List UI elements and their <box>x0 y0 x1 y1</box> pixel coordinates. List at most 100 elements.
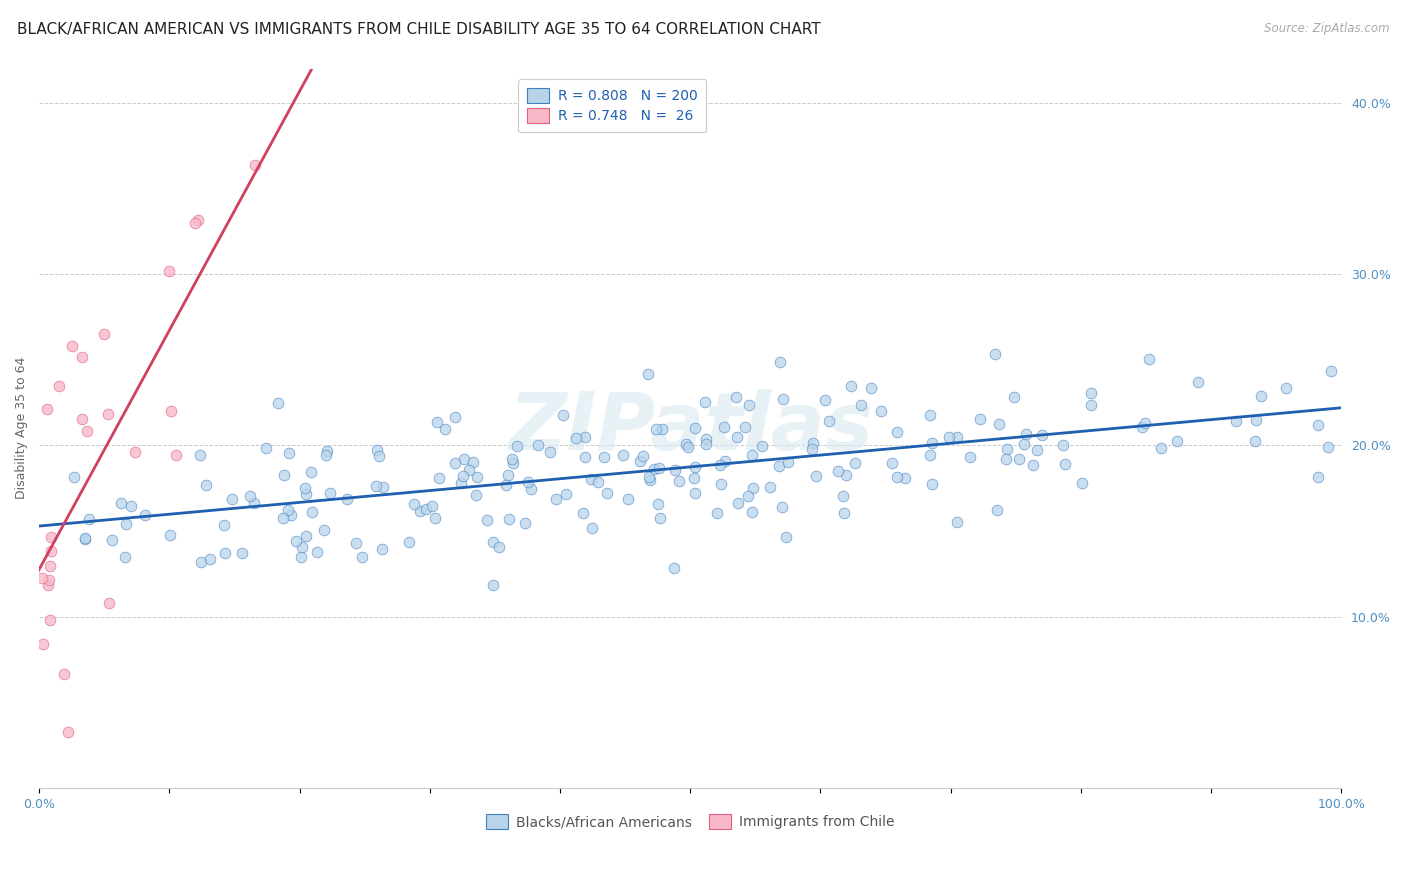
Point <box>984 347 1007 361</box>
Point <box>70 412 93 426</box>
Point <box>93 326 115 341</box>
Point <box>501 451 523 466</box>
Point <box>120 499 142 513</box>
Point <box>277 503 299 517</box>
Point <box>734 419 756 434</box>
Point <box>581 521 603 535</box>
Point <box>894 470 917 484</box>
Point <box>770 500 793 514</box>
Point <box>1244 412 1267 426</box>
Point <box>267 395 290 409</box>
Point <box>617 491 640 506</box>
Point <box>475 513 498 527</box>
Point <box>1071 476 1094 491</box>
Point <box>769 355 792 369</box>
Point <box>804 469 827 483</box>
Point <box>1244 434 1267 449</box>
Point <box>921 436 943 450</box>
Point <box>527 438 550 452</box>
Point <box>713 420 735 434</box>
Point <box>741 448 763 462</box>
Point <box>1316 440 1339 454</box>
Point <box>995 442 1018 457</box>
Point <box>1080 385 1102 400</box>
Point <box>513 516 536 530</box>
Point <box>482 578 505 592</box>
Point <box>851 398 873 412</box>
Point <box>1133 417 1156 431</box>
Point <box>48 379 70 393</box>
Point <box>596 486 619 500</box>
Point <box>434 422 457 436</box>
Point <box>714 454 737 468</box>
Point <box>685 485 707 500</box>
Point <box>97 408 120 422</box>
Point <box>1012 436 1035 450</box>
Point <box>1275 381 1298 395</box>
Point <box>986 503 1008 517</box>
Text: BLACK/AFRICAN AMERICAN VS IMMIGRANTS FROM CHILE DISABILITY AGE 35 TO 64 CORRELAT: BLACK/AFRICAN AMERICAN VS IMMIGRANTS FRO… <box>17 22 821 37</box>
Point <box>1022 458 1045 472</box>
Point <box>574 430 596 444</box>
Point <box>366 479 388 493</box>
Point <box>450 475 472 490</box>
Point <box>271 511 294 525</box>
Point <box>742 481 765 495</box>
Text: Source: ZipAtlas.com: Source: ZipAtlas.com <box>1264 22 1389 36</box>
Point <box>709 458 731 473</box>
Point <box>638 474 661 488</box>
Point <box>52 667 75 681</box>
Point <box>1007 452 1029 467</box>
Point <box>775 530 797 544</box>
Point <box>488 541 510 555</box>
Point <box>1132 420 1154 434</box>
Point <box>409 504 432 518</box>
Point <box>737 489 759 503</box>
Point <box>695 432 717 446</box>
Point <box>546 491 568 506</box>
Point <box>918 448 941 462</box>
Point <box>284 534 307 549</box>
Point <box>1031 428 1053 442</box>
Point <box>443 456 465 470</box>
Point <box>315 443 337 458</box>
Point <box>159 528 181 542</box>
Point <box>60 339 83 353</box>
Point <box>31 571 53 585</box>
Point <box>124 444 146 458</box>
Point <box>214 517 236 532</box>
Point <box>647 497 669 511</box>
Point <box>420 500 443 514</box>
Point <box>75 532 97 546</box>
Point <box>295 529 318 543</box>
Point <box>366 442 388 457</box>
Point <box>693 394 716 409</box>
Point <box>638 470 661 484</box>
Point <box>1150 441 1173 455</box>
Point <box>72 350 94 364</box>
Point <box>831 489 853 503</box>
Point <box>1225 414 1247 428</box>
Point <box>581 472 603 486</box>
Point <box>115 517 138 532</box>
Point <box>98 596 121 610</box>
Point <box>675 437 697 451</box>
Point <box>832 506 855 520</box>
Point <box>1306 470 1329 484</box>
Point <box>39 613 62 627</box>
Point <box>648 461 671 475</box>
Point <box>280 508 302 522</box>
Point <box>453 452 475 467</box>
Point <box>776 455 799 469</box>
Point <box>502 457 524 471</box>
Point <box>295 487 318 501</box>
Point <box>995 452 1018 467</box>
Point <box>628 454 651 468</box>
Point <box>299 465 322 479</box>
Point <box>751 439 773 453</box>
Point <box>869 404 891 418</box>
Point <box>190 554 212 568</box>
Point <box>101 533 124 547</box>
Point <box>301 505 323 519</box>
Point <box>553 408 575 422</box>
